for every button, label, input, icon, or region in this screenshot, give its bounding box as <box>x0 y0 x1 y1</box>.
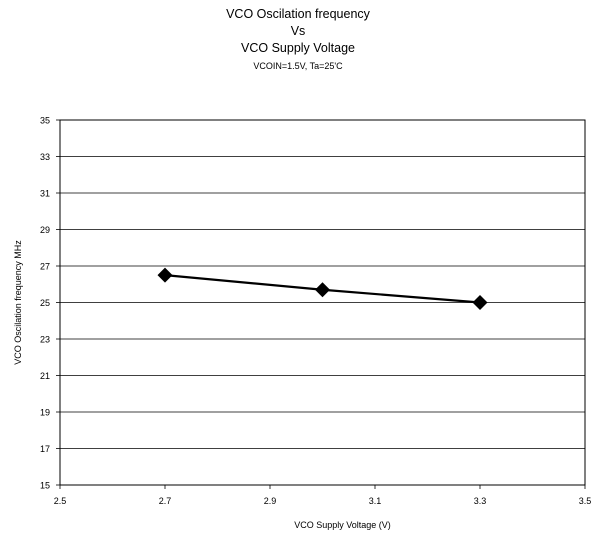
chart-title-line-1: VCO Oscilation frequency <box>226 7 370 21</box>
x-tick-label: 3.1 <box>369 496 382 506</box>
y-axis-label: VCO Oscilation frequency MHz <box>13 240 23 365</box>
chart-title-line-2: Vs <box>290 24 306 38</box>
chart-subtitle: VCOIN=1.5V, Ta=25'C <box>253 61 343 71</box>
y-tick-label: 35 <box>40 116 50 126</box>
x-tick-label: 2.9 <box>264 496 277 506</box>
y-tick-label: 19 <box>40 408 50 418</box>
data-point-diamond <box>315 282 330 298</box>
chart-title-line-3: VCO Supply Voltage <box>241 41 355 55</box>
y-tick-label: 17 <box>40 444 50 454</box>
y-tick-label: 33 <box>40 152 50 162</box>
x-tick-label: 3.3 <box>474 496 487 506</box>
x-tick-label: 3.5 <box>579 496 592 506</box>
x-tick-label: 2.7 <box>159 496 172 506</box>
data-point-diamond <box>157 267 173 283</box>
y-tick-label: 23 <box>40 335 50 345</box>
y-tick-label: 15 <box>40 481 50 491</box>
x-tick-label: 2.5 <box>54 496 67 506</box>
y-tick-label: 27 <box>40 262 50 272</box>
plot-area-frame <box>59 119 586 486</box>
data-point-diamond <box>472 295 488 310</box>
x-axis-label: VCO Supply Voltage (V) <box>294 520 391 530</box>
y-tick-label: 29 <box>40 225 50 235</box>
y-tick-label: 25 <box>40 298 50 308</box>
y-tick-label: 31 <box>40 189 50 199</box>
y-tick-label: 21 <box>40 371 50 381</box>
